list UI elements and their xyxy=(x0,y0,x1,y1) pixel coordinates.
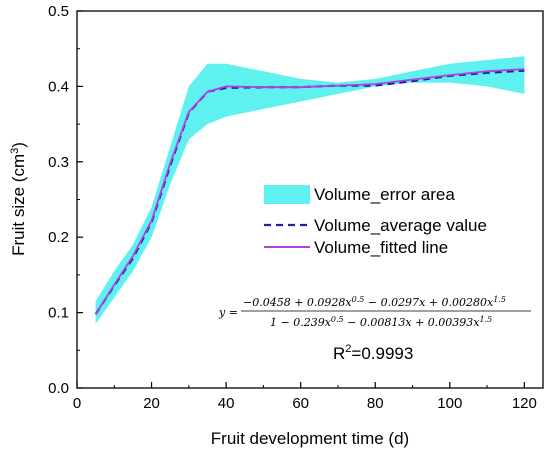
equation-lhs: y = xyxy=(218,306,238,319)
x-axis-title: Fruit development time (d) xyxy=(211,429,409,448)
x-tick-label: 20 xyxy=(143,395,160,412)
y-tick-label: 0.0 xyxy=(48,380,69,397)
r-squared-label: R2=0.9993 xyxy=(333,343,413,363)
equation-annotation: y = −0.0458 + 0.0928x0.5 − 0.0297x + 0.0… xyxy=(218,295,531,363)
y-tick-label: 0.3 xyxy=(48,154,69,171)
plot-area xyxy=(94,56,525,324)
x-tick-label: 40 xyxy=(218,395,235,412)
x-axis: 0 20 40 60 80 100 120 xyxy=(73,382,537,412)
x-tick-label: 120 xyxy=(512,395,537,412)
y-tick-label: 0.4 xyxy=(48,78,69,95)
x-tick-label: 80 xyxy=(367,395,384,412)
x-tick-label: 100 xyxy=(437,395,462,412)
y-axis-title: Fruit size (cm3) xyxy=(9,142,28,256)
y-tick-label: 0.2 xyxy=(48,229,69,246)
y-tick-label: 0.1 xyxy=(48,305,69,322)
legend-label-error-area: Volume_error area xyxy=(314,185,455,204)
legend-label-average: Volume_average value xyxy=(314,216,487,235)
x-tick-label: 60 xyxy=(292,395,309,412)
legend: Volume_error area Volume_average value V… xyxy=(264,185,487,257)
fitted-line xyxy=(94,68,525,315)
equation-numerator: −0.0458 + 0.0928x0.5 − 0.0297x + 0.00280… xyxy=(243,295,506,309)
legend-swatch-error-area xyxy=(264,185,310,204)
x-tick-label: 0 xyxy=(73,395,81,412)
legend-label-fitted: Volume_fitted line xyxy=(314,238,448,257)
equation-denominator: 1 − 0.239x0.5 − 0.00813x + 0.00393x1.5 xyxy=(270,315,492,329)
y-axis: 0.0 0.1 0.2 0.3 0.4 0.5 xyxy=(48,3,83,397)
error-area-band xyxy=(95,56,525,324)
y-tick-label: 0.5 xyxy=(48,3,69,20)
